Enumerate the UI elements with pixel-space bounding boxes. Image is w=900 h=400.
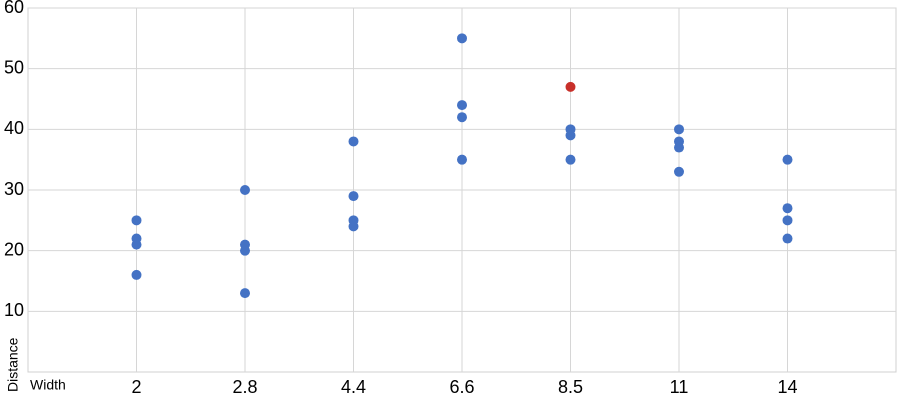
y-axis-label: Distance xyxy=(5,337,21,392)
point xyxy=(782,233,793,244)
point xyxy=(240,288,250,299)
x-axis-label: Width xyxy=(30,377,66,393)
point xyxy=(565,130,576,141)
point xyxy=(457,112,467,123)
point xyxy=(565,154,576,165)
x-tick-label: 4.4 xyxy=(341,377,366,397)
point xyxy=(348,221,359,232)
x-tick-label: 8.5 xyxy=(558,377,583,397)
point xyxy=(457,154,467,165)
point xyxy=(457,33,467,44)
point xyxy=(565,81,576,92)
x-tick-label: 11 xyxy=(670,377,689,397)
y-tick-label: 50 xyxy=(4,57,24,77)
point xyxy=(782,154,793,165)
y-tick-label: 60 xyxy=(4,0,24,17)
point xyxy=(348,136,359,147)
point xyxy=(782,215,793,226)
y-tick-label: 10 xyxy=(4,300,24,320)
y-tick-label: 30 xyxy=(4,179,24,199)
y-tick-label: 40 xyxy=(4,118,24,138)
point xyxy=(348,191,359,202)
point xyxy=(674,142,684,153)
x-tick-label: 2.8 xyxy=(232,377,257,397)
point xyxy=(131,215,142,226)
point xyxy=(131,269,142,280)
point xyxy=(674,124,684,135)
x-tick-label: 14 xyxy=(777,377,797,397)
point xyxy=(131,239,142,250)
y-tick-label: 20 xyxy=(4,239,24,259)
point xyxy=(457,100,467,111)
x-tick-label: 6.6 xyxy=(449,377,474,397)
x-tick-label: 2 xyxy=(131,377,141,397)
point xyxy=(240,245,250,256)
point xyxy=(674,166,684,177)
point xyxy=(240,185,250,195)
point xyxy=(782,203,793,214)
